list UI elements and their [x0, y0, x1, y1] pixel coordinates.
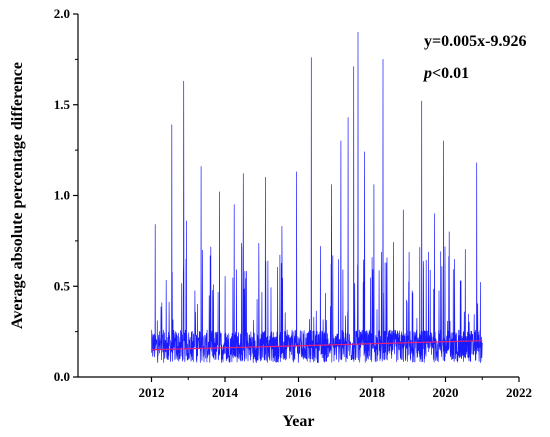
axes	[73, 13, 520, 382]
x-axis-title: Year	[283, 413, 315, 430]
daily-difference-line	[151, 31, 483, 363]
p-rest: <0.01	[432, 65, 469, 82]
x-tick-label: 2018	[359, 385, 386, 400]
y-tick-label: 1.5	[54, 97, 71, 112]
p-value-annotation: p<0.01	[422, 65, 469, 82]
regression-trend-line	[151, 340, 483, 351]
x-tick-label: 2020	[433, 385, 459, 400]
y-tick-label: 0.0	[54, 369, 70, 384]
y-tick-label: 0.5	[54, 278, 71, 293]
tick-labels: 0.0 0.5 1.0 1.5 2.0 2012 2014 2016 2018 2020 2022	[54, 6, 532, 400]
regression-equation: y=0.005x-9.926	[424, 33, 526, 50]
x-tick-label: 2012	[139, 385, 165, 400]
trend-line	[151, 340, 483, 351]
x-tick-label: 2016	[286, 385, 313, 400]
p-symbol: p	[422, 65, 432, 82]
y-tick-label: 1.0	[54, 188, 70, 203]
data-series	[151, 31, 483, 363]
y-axis-title: Average absolute percentage difference	[9, 62, 26, 329]
y-tick-label: 2.0	[54, 6, 70, 21]
x-tick-label: 2022	[506, 385, 532, 400]
x-tick-label: 2014	[212, 385, 239, 400]
